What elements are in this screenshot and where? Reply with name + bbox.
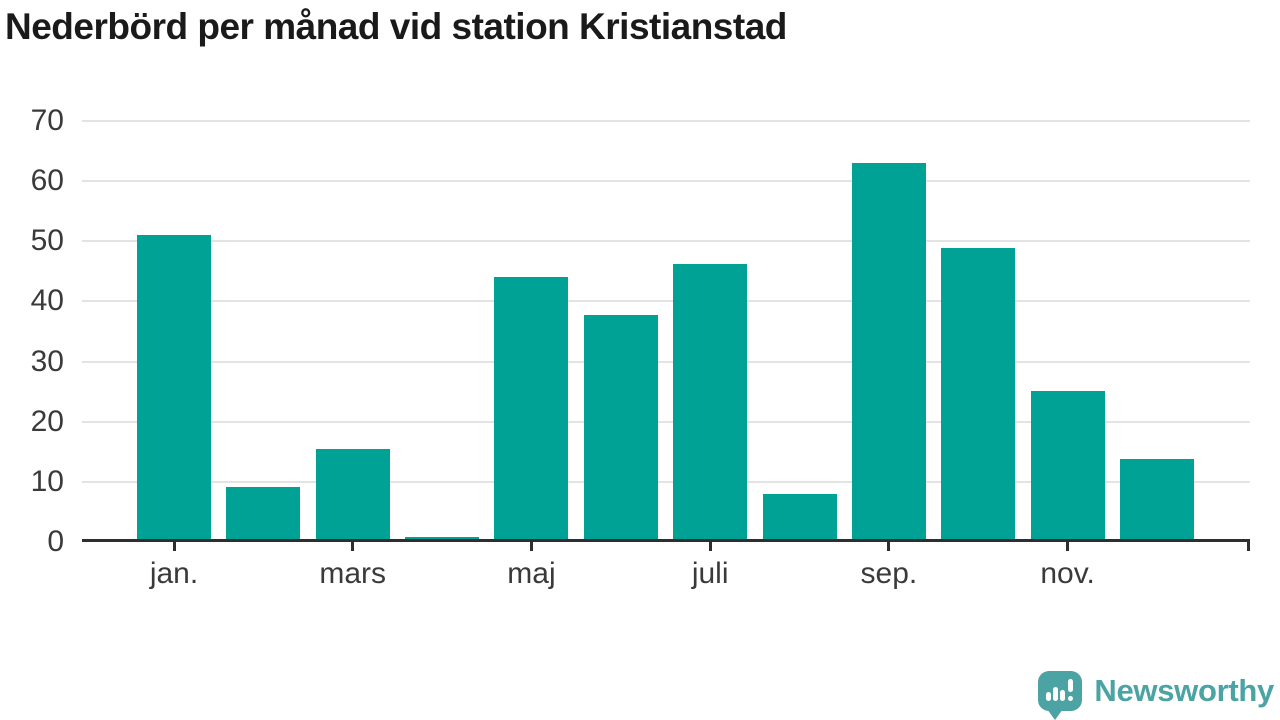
x-tick-jan. bbox=[172, 542, 176, 551]
x-tick-label-mars: mars bbox=[319, 557, 387, 590]
y-tick-label-30: 30 bbox=[30, 344, 64, 378]
x-axis-line bbox=[82, 539, 1250, 542]
gridline-y-70 bbox=[82, 120, 1250, 122]
bar-aug. bbox=[762, 493, 837, 541]
bar-nov. bbox=[1030, 390, 1105, 541]
gridline-y-40 bbox=[82, 300, 1250, 303]
x-tick-label-sep.: sep. bbox=[860, 557, 918, 590]
y-tick-label-0: 0 bbox=[47, 525, 64, 558]
gridline-y-60 bbox=[82, 180, 1250, 183]
bar-juli bbox=[673, 263, 748, 541]
y-tick-label-40: 40 bbox=[30, 284, 64, 318]
bar-okt. bbox=[941, 247, 1016, 541]
x-tick-label-maj: maj bbox=[507, 557, 556, 590]
bar-jan. bbox=[137, 235, 211, 541]
y-tick-label-20: 20 bbox=[30, 404, 64, 438]
bar-feb. bbox=[226, 486, 301, 541]
bar-sep. bbox=[851, 163, 926, 541]
x-tick-label-nov.: nov. bbox=[1040, 557, 1095, 590]
newsworthy-logo-text: Newsworthy bbox=[1094, 673, 1274, 708]
bar-dec. bbox=[1119, 458, 1194, 541]
y-tick-label-70: 70 bbox=[30, 104, 64, 137]
y-axis-labels: 0 10 20 30 40 50 60 70 bbox=[0, 104, 64, 558]
x-tick-mars bbox=[351, 542, 355, 551]
newsworthy-logo-icon bbox=[1038, 671, 1083, 720]
logo-chart-bar-icon bbox=[1046, 692, 1052, 701]
x-tick-juli bbox=[708, 542, 712, 551]
logo-exclamation-icon bbox=[1068, 679, 1074, 692]
y-tick-label-10: 10 bbox=[30, 464, 64, 498]
newsworthy-logo: Newsworthy bbox=[1038, 671, 1274, 720]
bar-maj bbox=[494, 276, 569, 541]
logo-exclamation-dot-icon bbox=[1068, 696, 1074, 701]
x-tick-label-jan.: jan. bbox=[149, 557, 199, 590]
y-tick-label-60: 60 bbox=[30, 164, 64, 198]
y-tick-label-50: 50 bbox=[30, 224, 64, 258]
bar-juni bbox=[583, 314, 658, 541]
logo-chart-bar-icon bbox=[1060, 690, 1066, 701]
gridline-y-30 bbox=[82, 360, 1250, 363]
gridline-y-10 bbox=[82, 480, 1250, 483]
x-tick-nov. bbox=[1066, 542, 1070, 551]
bar-mars bbox=[315, 448, 390, 541]
x-axis-end-tick bbox=[1247, 542, 1250, 551]
chart-title: Nederbörd per månad vid station Kristian… bbox=[5, 6, 787, 47]
x-tick-label-juli: juli bbox=[691, 557, 729, 590]
logo-chart-bar-icon bbox=[1053, 687, 1059, 701]
gridline-y-50 bbox=[82, 240, 1250, 243]
gridline-y-20 bbox=[82, 420, 1250, 423]
x-tick-sep. bbox=[887, 542, 891, 551]
bar-chart-plot-area: jan. mars maj juli sep. nov. bbox=[82, 120, 1250, 590]
x-tick-maj bbox=[529, 542, 533, 551]
